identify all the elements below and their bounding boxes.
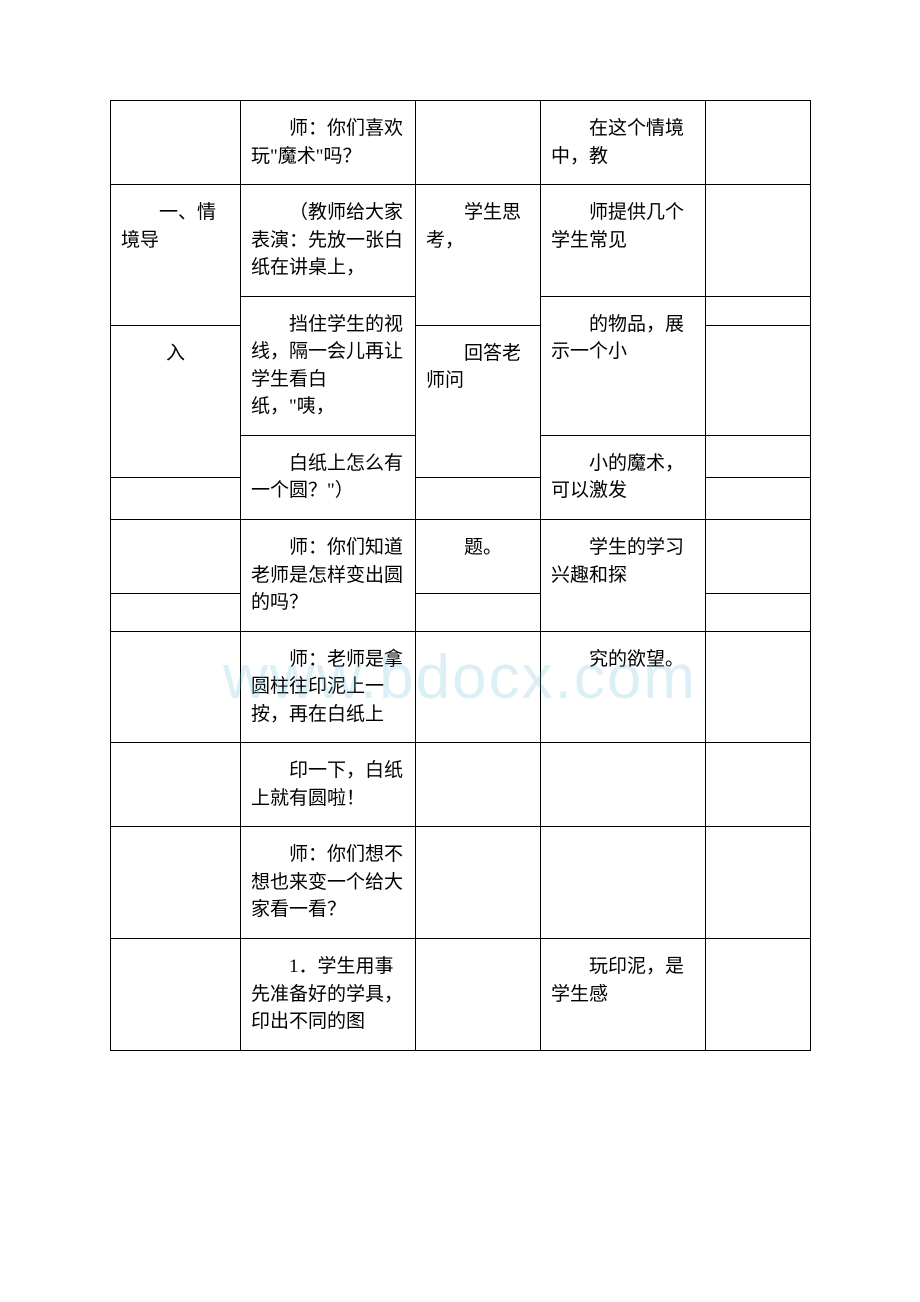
table-row: 1．学生用事先准备好的学具，印出不同的图 玩印泥，是学生感: [111, 939, 811, 1051]
cell: [706, 435, 811, 477]
cell-text: 小的魔术，可以激发: [551, 450, 695, 505]
cell-text: 的物品，展示一个小: [551, 311, 695, 366]
cell: 学生思考，: [416, 185, 541, 326]
cell: [111, 743, 241, 827]
cell: [111, 939, 241, 1051]
cell: 的物品，展示一个小: [541, 296, 706, 435]
cell-text: 在这个情境中，教: [551, 115, 695, 170]
table-row: 一、情境导 （教师给大家表演：先放一张白纸在讲桌上， 学生思考， 师提供几个学生…: [111, 185, 811, 297]
cell-text: 学生的学习兴趣和探: [551, 534, 695, 589]
cell: 究的欲望。: [541, 631, 706, 743]
cell: （教师给大家表演：先放一张白纸在讲桌上，: [241, 185, 416, 297]
cell-text: 印一下，白纸上就有圆啦！: [251, 757, 405, 812]
cell-text: 究的欲望。: [551, 646, 695, 674]
cell: 在这个情境中，教: [541, 101, 706, 185]
table-row: [111, 593, 811, 631]
cell: [111, 101, 241, 185]
cell: [706, 101, 811, 185]
cell: [706, 939, 811, 1051]
cell: 师提供几个学生常见: [541, 185, 706, 297]
cell: [416, 631, 541, 743]
cell-section-title: 入: [111, 325, 241, 477]
table-row: [111, 477, 811, 519]
cell-text: 玩印泥，是学生感: [551, 953, 695, 1008]
cell-text: 白纸上怎么有一个圆？"）: [251, 450, 405, 505]
cell-text: 回答老师问: [426, 340, 530, 395]
cell: [111, 593, 241, 631]
cell-text: 1．学生用事先准备好的学具，印出不同的图: [251, 953, 405, 1036]
cell: [111, 631, 241, 743]
table-row: 入 回答老师问: [111, 325, 811, 435]
table-row: 师：你们想不想也来变一个给大家看一看？: [111, 827, 811, 939]
cell: 挡住学生的视线，隔一会儿再让学生看白纸，"咦，: [241, 296, 416, 435]
cell-text: 师提供几个学生常见: [551, 199, 695, 254]
cell: [416, 743, 541, 827]
cell-text: 入: [166, 343, 185, 364]
cell: 题。: [416, 520, 541, 594]
cell: 印一下，白纸上就有圆啦！: [241, 743, 416, 827]
cell: [706, 743, 811, 827]
cell: [706, 325, 811, 435]
table-row: 师：老师是拿圆柱往印泥上一按，再在白纸上 究的欲望。: [111, 631, 811, 743]
cell: [111, 520, 241, 594]
cell: [111, 827, 241, 939]
cell: [706, 631, 811, 743]
document-page: www.bdocx.com 师：你们喜欢玩"魔术"吗？ 在这个情境中，教 一、情…: [0, 0, 920, 1302]
cell: [706, 477, 811, 519]
lesson-plan-table: 师：你们喜欢玩"魔术"吗？ 在这个情境中，教 一、情境导 （教师给大家表演：先放…: [110, 100, 811, 1051]
cell: 回答老师问: [416, 325, 541, 477]
table-row: 印一下，白纸上就有圆啦！: [111, 743, 811, 827]
cell: 师：你们知道老师是怎样变出圆的吗？: [241, 520, 416, 632]
cell-text: 师：你们喜欢玩"魔术"吗？: [251, 115, 405, 170]
cell: [541, 827, 706, 939]
cell-text: 一、情境导: [121, 199, 230, 254]
cell: 学生的学习兴趣和探: [541, 520, 706, 632]
cell: [416, 101, 541, 185]
cell: 师：老师是拿圆柱往印泥上一按，再在白纸上: [241, 631, 416, 743]
cell-text: 师：你们知道老师是怎样变出圆的吗？: [251, 534, 405, 617]
cell-text: 挡住学生的视线，隔一会儿再让学生看白纸，"咦，: [251, 311, 405, 421]
cell: 玩印泥，是学生感: [541, 939, 706, 1051]
cell: [111, 477, 241, 519]
cell: 小的魔术，可以激发: [541, 435, 706, 519]
cell-text: （教师给大家表演：先放一张白纸在讲桌上，: [251, 199, 405, 282]
cell: 师：你们想不想也来变一个给大家看一看？: [241, 827, 416, 939]
cell-text: 师：你们想不想也来变一个给大家看一看？: [251, 841, 405, 924]
cell: [416, 827, 541, 939]
table-row: 师：你们喜欢玩"魔术"吗？ 在这个情境中，教: [111, 101, 811, 185]
cell: [706, 593, 811, 631]
cell: [416, 939, 541, 1051]
cell: 白纸上怎么有一个圆？"）: [241, 435, 416, 519]
cell-text: 学生思考，: [426, 199, 530, 254]
cell: [706, 827, 811, 939]
cell-text: 题。: [426, 534, 530, 562]
table-row: 师：你们知道老师是怎样变出圆的吗？ 题。 学生的学习兴趣和探: [111, 520, 811, 594]
cell: [706, 185, 811, 297]
cell: [541, 743, 706, 827]
cell: 师：你们喜欢玩"魔术"吗？: [241, 101, 416, 185]
cell: [706, 520, 811, 594]
cell: [706, 296, 811, 325]
cell: [416, 593, 541, 631]
cell-section-title: 一、情境导: [111, 185, 241, 326]
cell: 1．学生用事先准备好的学具，印出不同的图: [241, 939, 416, 1051]
cell: [416, 477, 541, 519]
cell-text: 师：老师是拿圆柱往印泥上一按，再在白纸上: [251, 646, 405, 729]
